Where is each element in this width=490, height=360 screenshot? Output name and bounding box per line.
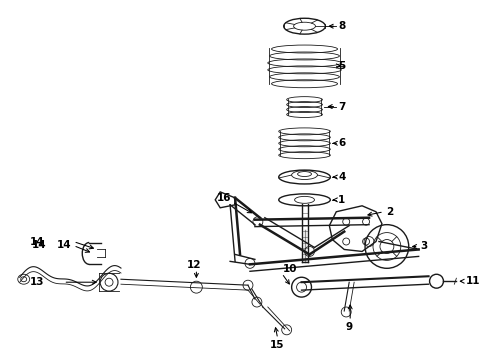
Text: 1: 1 [338,195,345,205]
Text: 10: 10 [283,264,297,274]
Text: 15: 15 [270,340,284,350]
Text: 5: 5 [338,61,345,71]
Text: 6: 6 [338,138,345,148]
Text: 16: 16 [217,193,232,203]
Text: 14: 14 [57,240,72,251]
Text: 14: 14 [32,240,46,251]
Text: 3: 3 [420,242,428,252]
Text: 7: 7 [338,102,345,112]
Text: 13: 13 [30,277,44,287]
Text: 11: 11 [466,276,481,286]
Text: 14: 14 [30,237,44,247]
Text: 4: 4 [338,172,345,182]
Text: 12: 12 [187,260,201,270]
Text: 9: 9 [345,322,352,332]
Text: 2: 2 [386,207,393,217]
Text: 8: 8 [338,21,345,31]
